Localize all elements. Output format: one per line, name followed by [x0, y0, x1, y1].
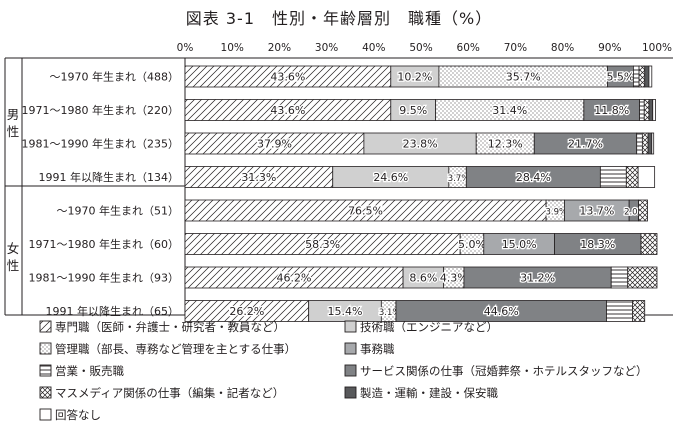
row-label: 1981～1990 年生まれ（235） — [22, 137, 179, 151]
x-tick-label: 70% — [504, 42, 527, 54]
legend-swatch — [344, 386, 357, 399]
bar-segment — [636, 132, 643, 155]
legend-swatch — [39, 408, 52, 421]
data-label: 37.9% — [257, 138, 292, 151]
x-tick-label: 90% — [598, 42, 621, 54]
row-label: 1991 年以降生まれ（134） — [39, 170, 180, 184]
data-label: 11.8% — [594, 104, 629, 117]
bar-segment — [627, 266, 658, 289]
data-label: 24.6% — [373, 171, 408, 184]
row-label: 1991 年以降生まれ（65） — [46, 304, 180, 318]
bar-segment — [640, 233, 658, 255]
x-tick-label: 60% — [457, 42, 480, 54]
group-label: 性 — [7, 124, 20, 139]
data-label: 12.3% — [488, 138, 523, 151]
data-label: 58.3% — [305, 238, 340, 251]
legend-swatch — [39, 386, 52, 399]
x-tick-label: 20% — [268, 42, 291, 54]
bar-segment — [633, 65, 640, 88]
data-label: 8.6% — [409, 272, 437, 285]
legend-label: 専門職（医師・弁護士・研究者・教員など） — [55, 320, 285, 334]
x-tick-label: 40% — [362, 42, 385, 54]
legend-swatch — [344, 320, 357, 333]
data-label: 18.3% — [580, 238, 615, 251]
legend-swatch — [39, 364, 52, 377]
bar-segment — [648, 99, 654, 121]
data-label: 46.2% — [277, 272, 312, 285]
data-label: 3.7% — [448, 174, 470, 184]
group-label: 男 — [7, 107, 20, 122]
bar-segment — [638, 65, 646, 88]
legend-label: 事務職 — [360, 342, 395, 356]
bar-segment — [643, 99, 650, 121]
data-label: 23.8% — [403, 138, 438, 151]
chart-title: 図表 3-1 性別・年齢層別 職種（%） — [185, 9, 493, 28]
x-tick-label: 80% — [551, 42, 574, 54]
bar-segment — [648, 65, 653, 88]
legend-swatch — [344, 364, 357, 377]
row-label: 1971～1980 年生まれ（60） — [29, 237, 179, 251]
data-label: 43.6% — [270, 104, 305, 117]
bar-segment — [625, 166, 639, 188]
bar-segment — [606, 300, 633, 322]
data-label: 43.6% — [270, 71, 305, 84]
legend-label: 営業・販売職 — [55, 364, 124, 378]
legend-label: 回答なし — [55, 408, 101, 422]
legend-swatch — [344, 342, 357, 355]
legend-label: サービス関係の仕事（冠婚葬祭・ホテルスタッフなど） — [360, 364, 648, 378]
data-label: 26.2% — [229, 305, 264, 318]
x-tick-label: 10% — [221, 42, 244, 54]
x-tick-label: 100% — [642, 42, 672, 54]
data-label: 44.6% — [484, 305, 519, 318]
bar-segment — [647, 132, 653, 155]
legend-label: 製造・運輸・建設・保安職 — [360, 386, 498, 400]
data-label: 28.4% — [516, 171, 551, 184]
group-label: 性 — [7, 258, 20, 273]
x-tick-label: 30% — [315, 42, 338, 54]
bar-segment — [639, 99, 645, 121]
data-label: 5.5% — [606, 71, 634, 84]
data-label: 9.5% — [399, 104, 427, 117]
legend-label: 管理職（部長、専務など管理を主とする仕事） — [55, 342, 296, 356]
x-tick-label: 0% — [177, 42, 194, 54]
bar-segment — [641, 132, 649, 155]
x-tick-label: 50% — [409, 42, 432, 54]
bar-segment — [638, 199, 648, 222]
row-label: 1971～1980 年生まれ（220） — [22, 103, 179, 117]
group-label: 女 — [7, 241, 20, 256]
data-label: 13.7% — [579, 205, 614, 218]
row-label: ～1970 年生まれ（51） — [57, 204, 180, 218]
data-label: 4.3% — [440, 272, 468, 285]
bar-segment — [644, 65, 650, 88]
legend-label: 技術職（エンジニアなど） — [360, 320, 498, 334]
data-label: 5.0% — [458, 238, 486, 251]
legend-swatch — [39, 320, 52, 333]
data-label: 31.2% — [520, 272, 555, 285]
data-label: 31.3% — [241, 171, 276, 184]
data-label: 3.9% — [545, 208, 567, 218]
row-label: 1981～1990 年生まれ（93） — [29, 271, 179, 285]
row-label: ～1970 年生まれ（488） — [50, 70, 180, 84]
data-label: 15.4% — [328, 305, 363, 318]
bar-segment — [652, 99, 656, 121]
bar-segment — [632, 300, 646, 322]
data-label: 31.4% — [492, 104, 527, 117]
data-label: 15.0% — [502, 238, 537, 251]
data-label: 21.7% — [568, 138, 603, 151]
bar-segment — [610, 266, 629, 289]
legend-swatch — [39, 342, 52, 355]
data-label: 10.2% — [397, 71, 432, 84]
bar-segment — [651, 132, 655, 155]
bar-segment — [599, 166, 627, 188]
data-label: 35.7% — [506, 71, 541, 84]
legend-label: マスメディア関係の仕事（編集・記者など） — [55, 386, 284, 400]
data-label: 76.5% — [348, 205, 383, 218]
bar-segment — [637, 166, 656, 188]
